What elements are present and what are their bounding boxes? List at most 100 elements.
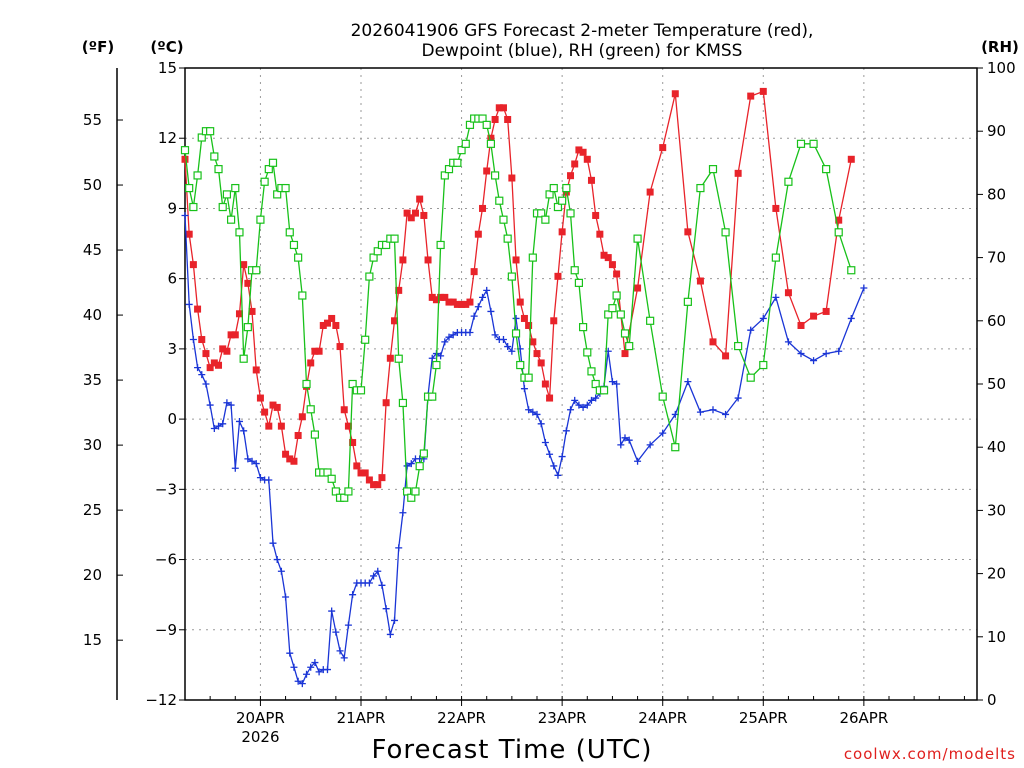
dewpoint-point xyxy=(395,544,403,552)
dewpoint-point xyxy=(219,420,227,428)
dewpoint-point xyxy=(215,422,223,430)
temperature-point xyxy=(499,104,507,112)
temperature-point xyxy=(684,228,692,236)
temperature-point xyxy=(399,256,407,264)
rh-point xyxy=(759,360,768,370)
rh-point xyxy=(273,190,282,199)
credit-link[interactable]: coolwx.com/modelts xyxy=(844,745,1016,763)
rh-point xyxy=(268,158,278,167)
dewpoint-point xyxy=(470,312,478,320)
temperature-point xyxy=(462,300,470,308)
dewpoint-point xyxy=(520,385,528,393)
temperature-point xyxy=(411,209,419,217)
temperature-point xyxy=(554,272,562,280)
temperature-point xyxy=(349,439,357,447)
temperature-point xyxy=(185,230,193,238)
temperature-point xyxy=(479,204,487,212)
dewpoint-point xyxy=(491,331,499,339)
rh-point xyxy=(302,379,311,389)
dewpoint-point xyxy=(349,591,357,599)
rh-point xyxy=(566,209,575,218)
dewpoint-point xyxy=(328,607,336,615)
rh-point xyxy=(633,234,642,243)
x-tick-sublabel: 2026 xyxy=(241,728,279,746)
dewpoint-point xyxy=(625,436,633,444)
rh-point xyxy=(809,139,818,148)
temperature-point xyxy=(592,211,600,219)
dewpoint-point xyxy=(567,406,575,414)
temperature-point xyxy=(571,160,579,168)
rh-point xyxy=(528,253,537,262)
dewpoint-point xyxy=(202,380,210,388)
rh-point xyxy=(310,430,320,439)
rh-point xyxy=(562,183,571,193)
rh-point xyxy=(507,272,516,281)
dewpoint-point xyxy=(483,286,491,294)
rh-point xyxy=(226,215,236,224)
celsius-tick-label: −9 xyxy=(155,621,177,639)
dewpoint-point xyxy=(722,410,730,418)
rh-point xyxy=(440,171,449,180)
fahrenheit-unit-label: (ºF) xyxy=(82,38,114,56)
temperature-point xyxy=(370,481,378,489)
celsius-tick-label: −3 xyxy=(155,480,177,498)
dewpoint-point xyxy=(391,616,399,624)
temperature-point xyxy=(261,408,269,416)
dewpoint-point xyxy=(579,403,587,411)
temperature-point xyxy=(734,169,742,177)
temperature-point xyxy=(336,343,344,351)
dewpoint-point xyxy=(558,453,566,461)
rh-point xyxy=(231,183,240,193)
fahrenheit-tick-label: 25 xyxy=(83,501,102,519)
dewpoint-point xyxy=(512,314,520,322)
temperature-point xyxy=(529,338,537,346)
dewpoint-point xyxy=(474,303,482,311)
dewpoint-point xyxy=(810,357,818,365)
temperature-point xyxy=(290,457,298,465)
rh-point xyxy=(298,291,307,300)
temperature-point xyxy=(395,286,403,294)
rh-point xyxy=(558,196,567,205)
rh-point xyxy=(365,272,374,281)
rh-point xyxy=(578,323,588,332)
temperature-point xyxy=(491,115,499,123)
rh-tick-label: 40 xyxy=(987,438,1006,456)
temperature-point xyxy=(311,347,319,355)
dewpoint-point xyxy=(189,336,197,344)
dewpoint-point xyxy=(437,352,445,360)
rh-point xyxy=(436,240,445,250)
fahrenheit-tick-label: 55 xyxy=(83,111,102,129)
rh-point xyxy=(570,266,579,275)
temperature-point xyxy=(550,317,558,325)
rh-point xyxy=(658,392,667,401)
dewpoint-point xyxy=(252,460,260,468)
dewpoint-point xyxy=(847,314,855,322)
dewpoint-point xyxy=(504,343,512,351)
dewpoint-point xyxy=(784,338,792,346)
temperature-point xyxy=(587,176,595,184)
temperature-point xyxy=(797,321,805,329)
celsius-tick-label: 6 xyxy=(167,270,177,288)
dewpoint-point xyxy=(303,670,311,678)
celsius-tick-label: 0 xyxy=(167,410,177,428)
dewpoint-point xyxy=(365,579,373,587)
rh-point xyxy=(847,266,856,275)
temperature-point xyxy=(772,204,780,212)
temperature-point xyxy=(202,350,210,358)
x-axis-title: Forecast Time (UTC) xyxy=(371,735,652,765)
axes: 15129630−3−6−9−1255504540353025201510090… xyxy=(83,59,1016,746)
temperature-point xyxy=(219,345,227,353)
temperature-point xyxy=(466,298,474,306)
temperature-point xyxy=(391,317,399,325)
temperature-point xyxy=(294,431,302,439)
dewpoint-point xyxy=(445,333,453,341)
temperature-point xyxy=(621,350,629,358)
rh-tick-label: 20 xyxy=(987,565,1006,583)
rh-point xyxy=(461,139,470,148)
rh-point xyxy=(478,114,487,123)
dewpoint-point xyxy=(286,649,294,657)
dewpoint-point xyxy=(265,476,273,484)
dewpoint-point xyxy=(273,556,281,564)
temperature-point xyxy=(277,422,285,430)
rh-point xyxy=(235,228,244,237)
